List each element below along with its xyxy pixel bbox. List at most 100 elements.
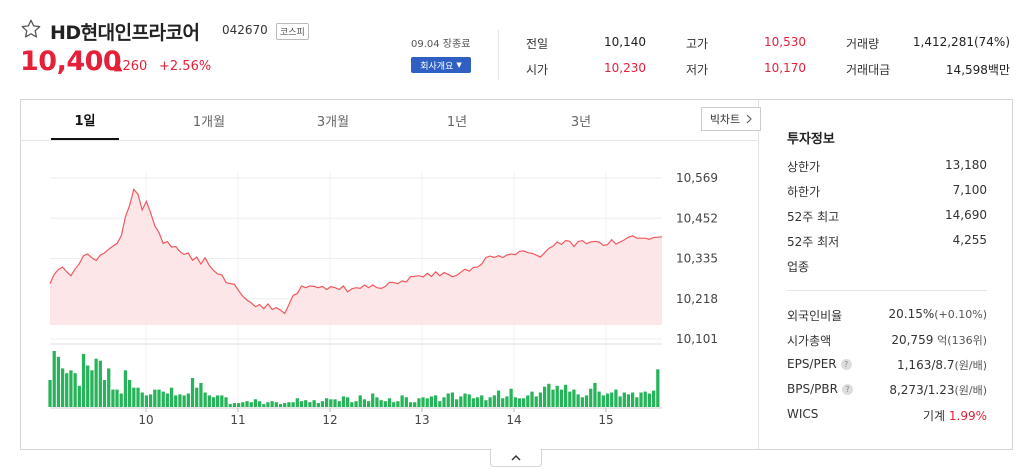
volume-bar <box>559 389 564 407</box>
wics-industry-link[interactable]: 기계 <box>922 409 946 423</box>
info-label: 업종 <box>787 260 810 274</box>
volume-bar <box>144 395 149 407</box>
volume-bar <box>136 387 140 407</box>
volume-bar <box>396 401 400 407</box>
market-cap-row: 시가총액 20,759 억(136위) <box>787 332 987 348</box>
tab-3years[interactable]: 3년 <box>570 114 592 130</box>
chevron-up-icon <box>511 454 521 460</box>
market-badge: 코스피 <box>276 23 309 40</box>
x-tick-label: 11 <box>230 413 245 427</box>
volume-bar <box>119 393 123 407</box>
chart-area: 1일 1개월 3개월 1년 3년 빅차트 10,569 10,452 10,335 1… <box>21 100 761 449</box>
volume-bar <box>232 403 237 407</box>
volume-bar <box>408 402 413 407</box>
open-value: 10,230 <box>604 61 646 75</box>
favorite-star-icon[interactable] <box>20 18 42 40</box>
volume-bar <box>123 370 128 407</box>
info-sub: (+0.10%) <box>934 308 987 321</box>
volume-bar <box>480 395 484 407</box>
bps-pbr-row: BPS/PBR? 8,273/1.23(원/배) <box>787 382 987 398</box>
volume-bar <box>626 394 631 407</box>
stock-code: 042670 <box>222 23 268 37</box>
tab-3months[interactable]: 3개월 <box>316 114 350 130</box>
info-sub: (원/배) <box>954 384 987 397</box>
volume-bar <box>526 395 530 407</box>
collapse-panel-button[interactable] <box>490 449 542 467</box>
volume-bar <box>358 395 362 407</box>
tab-1year[interactable]: 1년 <box>446 114 468 130</box>
y-tick-label: 10,335 <box>676 252 718 266</box>
volume-bar <box>429 396 434 407</box>
volume-bar <box>253 399 258 407</box>
foreign-ratio-row: 외국인비율 20.15%(+0.10%) <box>787 307 987 323</box>
company-overview-button[interactable]: 회사개요 ▼ <box>411 57 471 73</box>
volume-bar <box>513 397 517 407</box>
volume-bar <box>111 389 115 407</box>
volume-bar <box>438 401 442 407</box>
volume-bar <box>555 385 559 407</box>
lower-limit-row: 하한가 7,100 <box>787 183 987 199</box>
price-change: ▲260 <box>114 59 147 74</box>
volume-bar <box>551 389 555 407</box>
volume-bar <box>287 402 291 407</box>
volume-bars <box>48 351 660 407</box>
volume-bar <box>417 398 421 407</box>
volume-bar <box>463 393 467 407</box>
volume-bar <box>224 397 228 407</box>
volume-bar <box>442 397 446 407</box>
help-icon[interactable]: ? <box>840 359 852 370</box>
volume-bar <box>413 402 417 407</box>
volume-bar <box>312 400 316 407</box>
volume-bar <box>81 353 86 407</box>
volume-bar <box>475 397 480 407</box>
volume-bar <box>94 358 98 407</box>
volume-bar <box>190 378 195 407</box>
volume-bar <box>245 401 249 407</box>
volume-bar <box>77 385 81 407</box>
volume-bar <box>354 401 358 407</box>
help-icon[interactable]: ? <box>841 384 853 395</box>
y-tick-label: 10,452 <box>676 211 718 225</box>
tab-1month[interactable]: 1개월 <box>192 114 226 130</box>
volume-bar <box>652 390 656 407</box>
volume-bar <box>593 382 597 407</box>
volume-bar <box>584 395 589 407</box>
volume-bar <box>207 395 211 407</box>
volume-bar <box>379 400 383 407</box>
market-date-status: 09.04 장종료 <box>411 39 471 50</box>
volume-bar <box>618 396 622 407</box>
volume-bar <box>455 399 459 407</box>
current-price: 10,400 <box>20 46 122 77</box>
high-label: 고가 <box>686 37 709 51</box>
volume-bar <box>52 351 56 407</box>
volume-bar <box>329 399 333 407</box>
volume-bar <box>182 395 186 407</box>
volume-bar <box>270 401 274 407</box>
industry-row: 업종 <box>787 258 987 274</box>
volume-bar <box>337 401 341 407</box>
volume-bar <box>538 392 543 407</box>
volume-bar <box>262 404 266 407</box>
header-divider <box>498 30 499 80</box>
upper-limit-row: 상한가 13,180 <box>787 158 987 174</box>
volume-bar <box>220 395 224 407</box>
volume-bar <box>371 393 375 407</box>
info-value: 13,180 <box>945 158 987 172</box>
open-label: 시가 <box>526 63 549 77</box>
volume-bar <box>375 397 379 407</box>
volume-bar <box>631 392 635 407</box>
tab-1day[interactable]: 1일 <box>51 100 119 140</box>
y-tick-label: 10,218 <box>676 292 718 306</box>
volume-bar <box>199 382 203 407</box>
volume-bar <box>643 391 647 407</box>
info-label: 52주 최저 <box>787 235 840 249</box>
info-label: 52주 최고 <box>787 210 840 224</box>
x-tick-label: 15 <box>598 413 613 427</box>
wics-row: WICS 기계 1.99% <box>787 407 987 423</box>
volume-bar <box>325 398 329 407</box>
info-value: 7,100 <box>952 183 987 197</box>
52week-low-row: 52주 최저 4,255 <box>787 233 987 249</box>
high-value: 10,530 <box>764 35 806 49</box>
bigchart-button[interactable]: 빅차트 <box>701 107 761 131</box>
